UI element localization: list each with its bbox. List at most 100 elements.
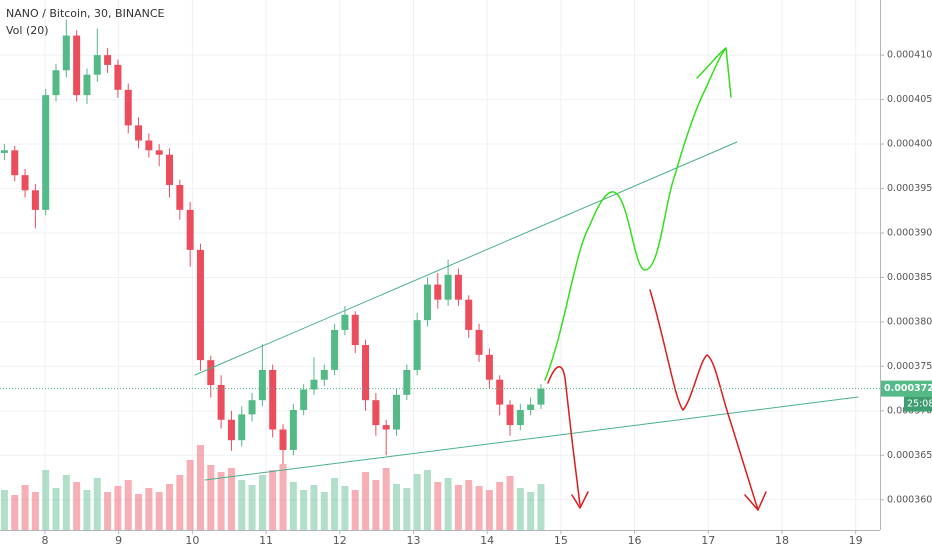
price-axis xyxy=(880,0,932,550)
volume-bar xyxy=(341,486,349,530)
volume-bar xyxy=(114,486,122,530)
volume-bar xyxy=(62,475,70,530)
trend-line xyxy=(204,396,859,481)
x-tick-label: 12 xyxy=(333,534,347,547)
volume-bar xyxy=(320,492,328,530)
x-tick-label: 17 xyxy=(701,534,715,547)
volume-bar xyxy=(537,484,545,530)
volume-bar xyxy=(516,488,524,530)
volume-bar xyxy=(217,472,225,530)
candle-body xyxy=(196,249,204,361)
candle-body xyxy=(516,409,524,426)
candle-body xyxy=(52,70,60,96)
volume-bar xyxy=(496,482,504,530)
x-tick-label: 16 xyxy=(628,534,642,547)
candle-body xyxy=(362,345,370,401)
candle-body xyxy=(248,400,256,415)
volume-bar xyxy=(166,484,174,530)
candle-body xyxy=(527,404,535,410)
arrow-head xyxy=(571,491,589,509)
candle-body xyxy=(310,379,318,390)
candle-body xyxy=(145,140,153,151)
grid xyxy=(0,0,880,530)
candle-body xyxy=(166,154,174,185)
volume-bar xyxy=(506,476,514,530)
volume-bar xyxy=(73,482,81,530)
volume-bar xyxy=(475,486,483,530)
volume-pane xyxy=(0,445,545,530)
projection-up xyxy=(544,47,732,381)
candle-body xyxy=(413,320,421,370)
volume-bar xyxy=(269,470,277,530)
indicator-label: Vol (20) xyxy=(6,24,49,37)
trend-line xyxy=(194,141,738,376)
candle-body xyxy=(279,429,287,450)
candle-body xyxy=(217,385,225,420)
candle-body xyxy=(42,95,50,210)
candle-body xyxy=(423,284,431,321)
volume-bar xyxy=(31,492,39,530)
volume-bar xyxy=(227,468,235,530)
candle-body xyxy=(341,314,349,330)
candle-body xyxy=(444,274,452,300)
x-tick-label: 18 xyxy=(775,534,789,547)
candle-body xyxy=(485,354,493,380)
x-tick-label: 13 xyxy=(406,534,420,547)
candle-body xyxy=(289,409,297,450)
volume-bar xyxy=(372,480,380,530)
candle-body xyxy=(351,314,359,346)
volume-bar xyxy=(258,475,266,530)
projection-down xyxy=(547,366,581,506)
volume-bar xyxy=(527,492,535,530)
y-tick-label: 0.0004100 xyxy=(887,50,932,61)
volume-bar xyxy=(238,480,246,530)
candle-body xyxy=(320,369,328,380)
candle-body xyxy=(31,190,39,210)
candle-body xyxy=(73,35,81,96)
candle-body xyxy=(258,369,266,401)
volume-bar xyxy=(42,470,50,530)
countdown-box xyxy=(904,396,932,412)
candle-body xyxy=(0,150,8,153)
volume-bar xyxy=(423,470,431,530)
volume-bar xyxy=(454,485,462,530)
candle-body xyxy=(434,284,442,300)
volume-bar xyxy=(403,488,411,530)
candle-body xyxy=(124,89,132,126)
volume-bar xyxy=(124,480,132,530)
volume-bar xyxy=(52,488,60,530)
volume-bar xyxy=(145,488,153,530)
volume-bar xyxy=(83,490,91,530)
volume-bar xyxy=(465,480,473,530)
candle-body xyxy=(537,388,545,405)
candle-body xyxy=(496,379,504,405)
volume-bar xyxy=(279,464,287,530)
projection-down xyxy=(649,289,759,511)
volume-bar xyxy=(485,490,493,530)
candle-body xyxy=(506,404,514,426)
volume-bar xyxy=(393,484,401,530)
candle-body xyxy=(393,394,401,430)
candle-body xyxy=(11,150,19,176)
volume-bar xyxy=(135,494,143,530)
volume-bar xyxy=(155,492,163,530)
volume-bar xyxy=(0,490,8,530)
x-tick-label: 14 xyxy=(480,534,494,547)
volume-bar xyxy=(444,478,452,530)
volume-bar xyxy=(104,492,112,530)
volume-bar xyxy=(434,482,442,530)
candle-body xyxy=(114,64,122,90)
volume-bar xyxy=(93,478,101,530)
candle-body xyxy=(93,55,101,75)
candle-body xyxy=(454,274,462,300)
candle-body xyxy=(83,74,91,96)
candle-body xyxy=(227,419,235,441)
